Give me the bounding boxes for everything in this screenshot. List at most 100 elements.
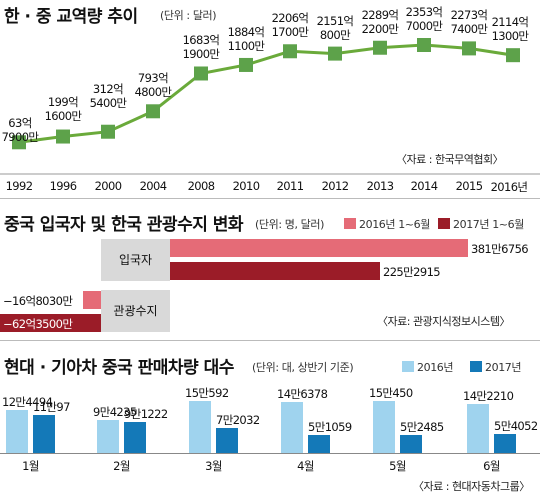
trade-x-tick: 2011 [276,179,304,193]
sales-baseline [0,453,540,454]
sales-label-2016-5월: 15만450 [369,386,413,401]
sales-bar-2016-6월 [467,403,489,453]
sales-bar-2016-1월 [6,410,28,453]
trade-value-label: 2289억 2200만 [361,7,399,36]
trade-chart-source: 〈자료 : 한국무역협회〉 [396,153,504,166]
trade-line-chart [0,38,540,175]
sales-bar-2017-5월 [400,434,422,453]
sales-x-tick-3월: 3월 [205,459,222,473]
sales-label-2017-2월: 9만1222 [124,406,168,421]
sales-label-2016-6월: 14만2210 [463,388,514,403]
sales-bar-2017-6월 [494,434,516,453]
trade-value-label: 2273억 7400만 [450,8,488,37]
trade-point-2014 [417,38,431,52]
legend-label-2017-sales: 2017년 [485,361,522,374]
sales-x-tick-6월: 6월 [483,459,500,473]
trade-chart-unit: (단위 : 달러) [160,9,217,22]
trade-x-tick: 2010 [232,179,260,193]
trade-value-label: 199억 1600만 [44,95,82,123]
trade-series-line [18,43,514,144]
legend-label-2016-sales: 2016년 [417,361,454,374]
sales-label-2017-1월: 11만97 [33,399,70,414]
trade-x-tick: 2000 [94,179,122,193]
sales-chart-source: 〈자료 : 현대자동차그룹〉 [413,480,530,493]
trade-point-1996 [56,129,70,144]
trade-point-2011 [283,44,297,59]
legend-swatch-2016-tourism [344,218,356,229]
trade-point-2008 [194,66,208,81]
bar-visitors-2017 [170,262,380,280]
trade-value-label: 793억 4800만 [134,71,172,100]
legend-swatch-2017-sales [470,361,482,372]
sales-x-tick-2월: 2월 [113,459,130,473]
sales-bar-2016-5월 [373,401,395,453]
bar-balance-2016 [83,291,101,309]
label-visitors-2016: 381만6756 [471,242,529,256]
sales-label-2017-5월: 5만2485 [400,419,444,434]
tourism-legend-2017: 2017년 1~6월 [438,216,524,232]
legend-label-2017-tourism: 2017년 1~6월 [453,218,524,231]
sales-label-2016-3월: 15만592 [185,386,229,400]
trade-value-label: 312억 5400만 [89,82,127,110]
sales-bar-2017-2월 [124,421,146,453]
sales-label-2017-6월: 5만4052 [494,419,538,434]
trade-value-label: 1884억 1100만 [227,24,265,53]
sales-legend-2017: 2017년 [470,359,522,375]
trade-point-2004 [146,104,160,119]
legend-swatch-2016-sales [402,361,414,372]
trade-point-2016년 [506,48,520,63]
trade-point-2013 [373,40,387,55]
sales-label-2017-3월: 7만2032 [216,413,260,428]
trade-point-1992 [12,135,26,150]
tourism-chart-source: 〈자료: 관광지식정보시스템〉 [377,315,511,328]
label-balance-2017: −62억3500만 [3,317,73,331]
sales-label-2016-4월: 14만6378 [277,387,328,402]
trade-point-2000 [101,124,115,139]
trade-x-tick: 2013 [366,179,394,193]
trade-x-tick: 2012 [321,179,349,193]
label-balance-2016: −16억8030만 [3,294,73,308]
trade-value-label: 2353억 7000만 [405,5,443,33]
sales-bar-2017-4월 [308,435,330,453]
section-divider-2 [0,340,540,341]
section-divider-1 [0,198,540,199]
trade-value-label: 63억 7900만 [1,116,39,144]
trade-value-label: 1683억 1900만 [182,33,220,62]
trade-x-tick: 2016년 [490,180,528,194]
sales-chart-unit: (단위: 대, 상반기 기준) [252,361,354,374]
sales-x-tick-5월: 5월 [389,459,406,473]
tourism-chart-title: 중국 입국자 및 한국 관광수지 변화 [4,215,244,235]
bar-visitors-2016 [170,239,468,257]
sales-x-tick-1월: 1월 [22,459,39,473]
tourism-legend-2016: 2016년 1~6월 [344,216,430,232]
sales-chart-title: 현대 · 기아차 중국 판매차량 대수 [4,358,234,378]
trade-x-tick: 2015 [455,179,483,193]
trade-x-tick: 1992 [5,179,33,193]
trade-point-2012 [328,46,342,61]
sales-label-2016-2월: 9만4235 [93,405,137,420]
category-box-visitors: 입국자 [101,239,170,281]
trade-x-tick: 1996 [49,179,77,193]
trade-x-tick: 2014 [410,179,438,193]
sales-bar-2017-1월 [33,414,55,453]
sales-bar-2016-2월 [97,420,119,453]
sales-legend-2016: 2016년 [402,359,454,375]
sales-bar-2016-3월 [189,401,211,453]
sales-label-2016-1월: 12만4494 [2,395,53,409]
trade-point-2010 [239,57,253,72]
trade-x-tick: 2008 [187,179,215,193]
trade-x-tick: 2004 [139,179,167,193]
legend-label-2016-tourism: 2016년 1~6월 [359,218,430,231]
label-visitors-2017: 225만2915 [383,265,441,279]
sales-bar-2016-4월 [281,402,303,453]
tourism-chart-unit: (단위: 명, 달러) [255,218,324,231]
bar-balance-2017 [0,314,101,332]
sales-label-2017-4월: 5만1059 [308,420,352,435]
trade-value-label: 2114억 1300만 [491,15,529,44]
trade-point-2015 [462,41,476,56]
sales-x-tick-4월: 4월 [297,459,314,473]
sales-bar-2017-3월 [216,428,238,453]
trade-value-label: 2206억 1700만 [271,11,309,40]
trade-value-label: 2151억 800만 [316,13,354,42]
category-box-tourism-balance: 관광수지 [101,290,170,332]
